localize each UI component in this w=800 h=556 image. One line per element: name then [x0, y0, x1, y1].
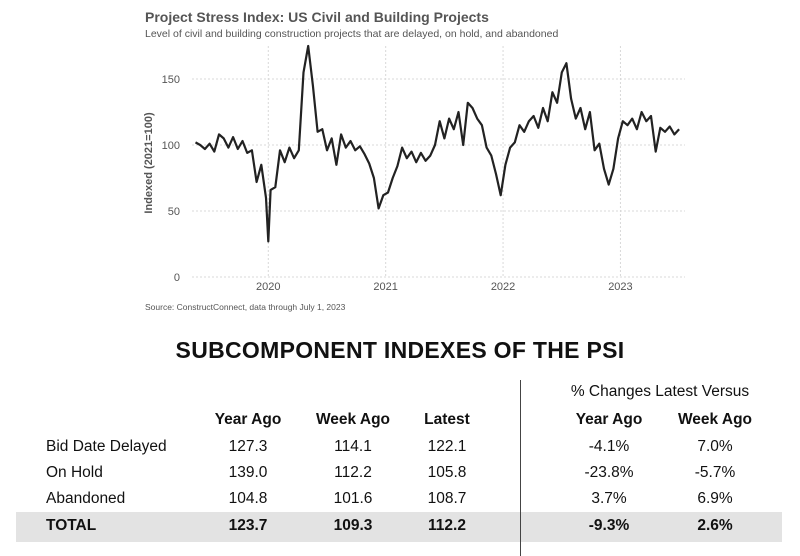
table-heading: SUBCOMPONENT INDEXES OF THE PSI: [175, 337, 625, 363]
pct-changes-heading: % Changes Latest Versus: [570, 383, 750, 400]
psi-series-line: [194, 44, 680, 243]
cell-total-latest: 112.2: [428, 517, 466, 534]
cell-total-pct-week: 2.6%: [697, 517, 733, 534]
y-tick-label: 100: [162, 140, 180, 152]
cell-bid-date-delayed-pct-week: 7.0%: [697, 438, 733, 455]
cell-bid-date-delayed-latest: 122.1: [427, 438, 467, 455]
y-axis-ticks: 0 50 100 150: [162, 74, 180, 284]
cell-bid-date-delayed-week-ago: 114.1: [334, 438, 372, 455]
col-header-pct-year-ago: Year Ago: [575, 411, 643, 428]
grid-layer: [192, 46, 685, 278]
total-row-highlight: [16, 512, 782, 542]
y-tick-label: 50: [168, 206, 180, 218]
psi-line-chart: 0 50 100 150 2020 2021 2022 2023 Indexed (2021…: [143, 44, 685, 293]
chart-source-note: Source: ConstructConnect, data through J…: [145, 302, 346, 312]
x-tick-label: 2021: [373, 281, 397, 293]
y-tick-label: 0: [174, 272, 180, 284]
cell-on-hold-week-ago: 112.2: [334, 464, 372, 481]
cell-abandoned-pct-year: 3.7%: [591, 490, 627, 507]
x-tick-label: 2022: [491, 281, 515, 293]
cell-on-hold-pct-year: -23.8%: [584, 464, 634, 481]
cell-abandoned-pct-week: 6.9%: [697, 490, 733, 507]
row-label-total: TOTAL: [46, 517, 97, 534]
cell-total-year-ago: 123.7: [228, 517, 268, 534]
x-tick-label: 2023: [608, 281, 632, 293]
col-header-latest: Latest: [424, 411, 470, 428]
cell-bid-date-delayed-year-ago: 127.3: [228, 438, 268, 455]
col-header-week-ago: Week Ago: [315, 411, 391, 428]
cell-total-pct-year: -9.3%: [588, 517, 630, 534]
col-header-year-ago: Year Ago: [214, 411, 282, 428]
cell-total-week-ago: 109.3: [333, 517, 373, 534]
row-label-on-hold: On Hold: [46, 464, 103, 481]
x-tick-label: 2020: [256, 281, 280, 293]
cell-bid-date-delayed-pct-year: -4.1%: [588, 438, 630, 455]
row-label-abandoned: Abandoned: [46, 490, 126, 507]
y-tick-label: 150: [162, 74, 180, 86]
chart-title: Project Stress Index: US Civil and Build…: [145, 9, 489, 25]
cell-abandoned-year-ago: 104.8: [228, 490, 268, 507]
x-axis-ticks: 2020 2021 2022 2023: [256, 281, 633, 293]
cell-on-hold-pct-week: -5.7%: [694, 464, 736, 481]
col-header-pct-week-ago: Week Ago: [677, 411, 753, 428]
series-layer: [194, 44, 680, 243]
cell-abandoned-latest: 108.7: [427, 490, 467, 507]
cell-on-hold-latest: 105.8: [427, 464, 467, 481]
column-divider: [520, 380, 521, 556]
chart-subtitle: Level of civil and building construction…: [145, 28, 559, 40]
y-axis-title: Indexed (2021=100): [143, 112, 155, 214]
cell-on-hold-year-ago: 139.0: [228, 464, 268, 481]
cell-abandoned-week-ago: 101.6: [333, 490, 373, 507]
row-label-bid-date-delayed: Bid Date Delayed: [46, 438, 167, 455]
